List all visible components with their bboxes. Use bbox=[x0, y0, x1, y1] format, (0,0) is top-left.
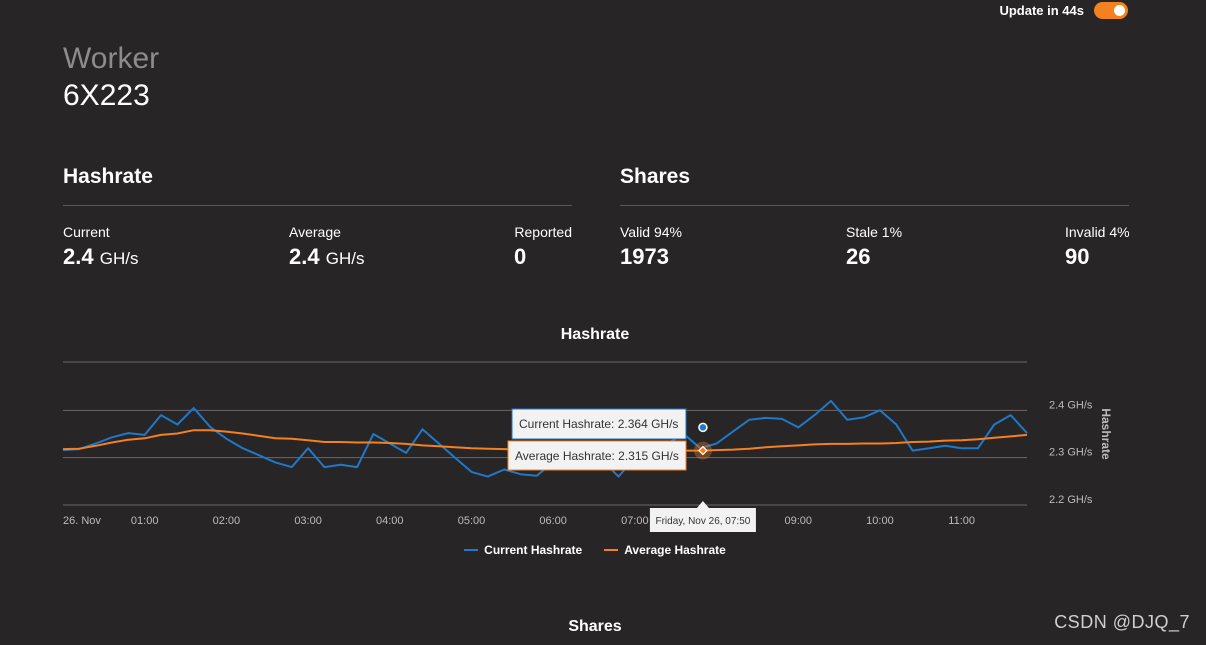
average-hover-point bbox=[698, 445, 708, 456]
stale-shares-value: 26 bbox=[846, 244, 871, 269]
average-hashrate-label: Average bbox=[289, 224, 341, 240]
x-tick-label: 06:00 bbox=[539, 515, 567, 527]
legend-item-current[interactable]: Current Hashrate bbox=[464, 543, 582, 557]
reported-hashrate-stat: Reported 0 bbox=[500, 224, 572, 270]
x-tick-label: 01:00 bbox=[131, 515, 159, 527]
current-hashrate-stat: Current 2.4 GH/s bbox=[63, 224, 138, 270]
reported-hashrate-label: Reported bbox=[514, 224, 572, 240]
toggle-knob bbox=[1114, 5, 1125, 16]
current-hashrate-label: Current bbox=[63, 224, 110, 240]
x-tick-label: 09:00 bbox=[784, 515, 812, 527]
y-tick-label: 2.2 GH/s bbox=[1049, 494, 1093, 506]
hashrate-divider bbox=[63, 205, 572, 206]
x-tick-label: 03:00 bbox=[294, 515, 322, 527]
y-tick-label: 2.3 GH/s bbox=[1049, 447, 1093, 459]
x-tick-label: 26. Nov bbox=[63, 515, 101, 527]
current-tooltip-box bbox=[511, 408, 687, 440]
x-tick-label: 10:00 bbox=[866, 515, 894, 527]
valid-shares-stat: Valid 94% 1973 bbox=[620, 224, 682, 270]
stale-shares-stat: Stale 1% 26 bbox=[846, 224, 902, 270]
valid-shares-label: Valid 94% bbox=[620, 224, 683, 240]
y-tick-label: 2.4 GH/s bbox=[1049, 399, 1093, 411]
shares-section-title: Shares bbox=[620, 165, 691, 188]
average-hashrate-number: 2.4 bbox=[289, 244, 320, 269]
legend-item-average[interactable]: Average Hashrate bbox=[604, 543, 726, 557]
update-countdown-label: Update in 44s bbox=[999, 3, 1084, 18]
auto-update-control: Update in 44s bbox=[999, 2, 1128, 19]
average-tooltip-box bbox=[507, 440, 687, 471]
x-tick-label: 07:00 bbox=[621, 515, 649, 527]
worker-id: 6X223 bbox=[63, 79, 150, 112]
x-tick-label: 05:00 bbox=[458, 515, 486, 527]
invalid-shares-stat: Invalid 4% 90 bbox=[1065, 224, 1130, 270]
time-tooltip-box bbox=[649, 508, 756, 532]
y-axis-title: Hashrate bbox=[1099, 408, 1113, 460]
x-tick-label: 11:00 bbox=[948, 515, 975, 527]
invalid-shares-label: Invalid 4% bbox=[1065, 224, 1130, 240]
current-tooltip-text: Current Hashrate: 2.364 GH/s bbox=[519, 417, 678, 431]
current-hashrate-unit: GH/s bbox=[99, 249, 139, 268]
legend-label-current: Current Hashrate bbox=[484, 543, 583, 557]
legend-swatch-current bbox=[464, 549, 479, 551]
shares-divider bbox=[620, 205, 1129, 206]
invalid-shares-value: 90 bbox=[1065, 244, 1090, 269]
time-tooltip-arrow bbox=[696, 501, 709, 508]
auto-update-toggle[interactable] bbox=[1094, 2, 1128, 19]
current-hover-point bbox=[698, 422, 708, 433]
hashrate-chart-title: Hashrate bbox=[560, 326, 630, 343]
hashrate-section-title: Hashrate bbox=[63, 165, 153, 188]
stale-shares-label: Stale 1% bbox=[846, 224, 903, 240]
valid-shares-value: 1973 bbox=[620, 244, 669, 269]
x-tick-label: 04:00 bbox=[376, 515, 404, 527]
chart-legend: Current Hashrate Average Hashrate bbox=[0, 543, 1190, 557]
shares-chart-title: Shares bbox=[568, 618, 622, 635]
current-hashrate-number: 2.4 bbox=[63, 244, 94, 269]
worker-label: Worker bbox=[63, 42, 160, 75]
x-tick-label: 02:00 bbox=[213, 515, 241, 527]
average-tooltip-text: Average Hashrate: 2.315 GH/s bbox=[515, 449, 679, 463]
average-hashrate-stat: Average 2.4 GH/s bbox=[289, 224, 364, 270]
hashrate-chart[interactable]: 2.4 GH/s 2.3 GH/s 2.2 GH/s Hashrate 26. Nov 0… bbox=[0, 350, 1140, 540]
watermark: CSDN @DJQ_7 bbox=[1054, 612, 1190, 632]
time-tooltip-text: Friday, Nov 26, 07:50 bbox=[655, 516, 750, 527]
current-hashrate-value: 2.4 GH/s bbox=[63, 244, 138, 270]
legend-swatch-average bbox=[604, 549, 619, 551]
average-hashrate-unit: GH/s bbox=[325, 249, 365, 268]
average-hashrate-value: 2.4 GH/s bbox=[289, 244, 364, 270]
legend-label-average: Average Hashrate bbox=[624, 543, 726, 557]
reported-hashrate-value: 0 bbox=[514, 244, 527, 269]
